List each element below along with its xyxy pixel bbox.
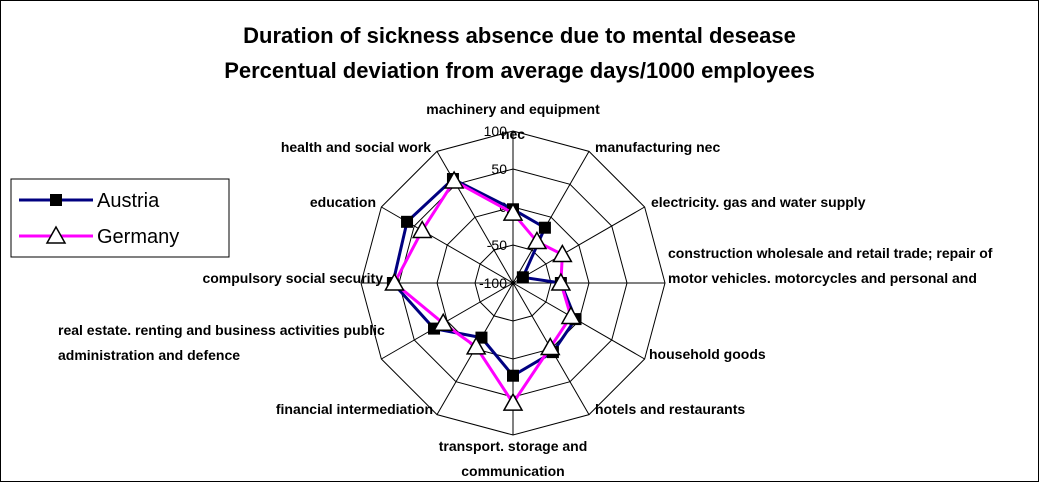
marker: [552, 243, 573, 263]
category-label: machinery and equipment nec: [426, 101, 600, 142]
marker: [502, 392, 524, 411]
chart-title: Duration of sickness absence due to ment…: [243, 23, 796, 48]
marker: [432, 312, 454, 332]
category-label: health and social work: [280, 139, 431, 155]
marker: [502, 202, 524, 221]
category-label: construction wholesale and retail trade;…: [668, 245, 993, 286]
spoke: [512, 206, 645, 284]
category-label: compulsory social security: [202, 270, 383, 286]
category-label: transport. storage and communication: [438, 438, 588, 479]
marker: [411, 220, 433, 239]
marker: [45, 225, 67, 244]
marker: [539, 336, 561, 356]
marker: [516, 271, 529, 284]
marker: [401, 215, 414, 228]
legend-box: [10, 178, 230, 258]
category-label: household goods: [649, 346, 766, 362]
marker: [526, 231, 548, 250]
category-label: hotels and restaurants: [595, 401, 746, 417]
r-tick-label: 100: [484, 123, 508, 139]
category-label: manufacturing nec: [595, 139, 721, 155]
r-tick-label: 50: [491, 161, 507, 177]
legend-label: Germany: [97, 226, 179, 248]
series-line: [392, 178, 573, 406]
marker: [550, 272, 572, 291]
marker: [50, 194, 62, 206]
marker: [507, 369, 519, 382]
chart-subtitle: Percentual deviation from average days/1…: [224, 58, 815, 83]
category-label: real estate. renting and business activi…: [58, 322, 385, 363]
r-tick-label: -50: [487, 237, 507, 253]
marker: [538, 221, 551, 234]
category-label: education: [309, 194, 376, 210]
category-label: financial intermediation: [275, 401, 433, 417]
category-label: electricity. gas and water supply: [651, 194, 866, 210]
marker: [560, 305, 582, 325]
legend-label: Austria: [97, 190, 160, 212]
marker: [465, 336, 487, 355]
marker: [443, 170, 465, 189]
spoke: [512, 151, 590, 284]
marker: [384, 272, 405, 291]
